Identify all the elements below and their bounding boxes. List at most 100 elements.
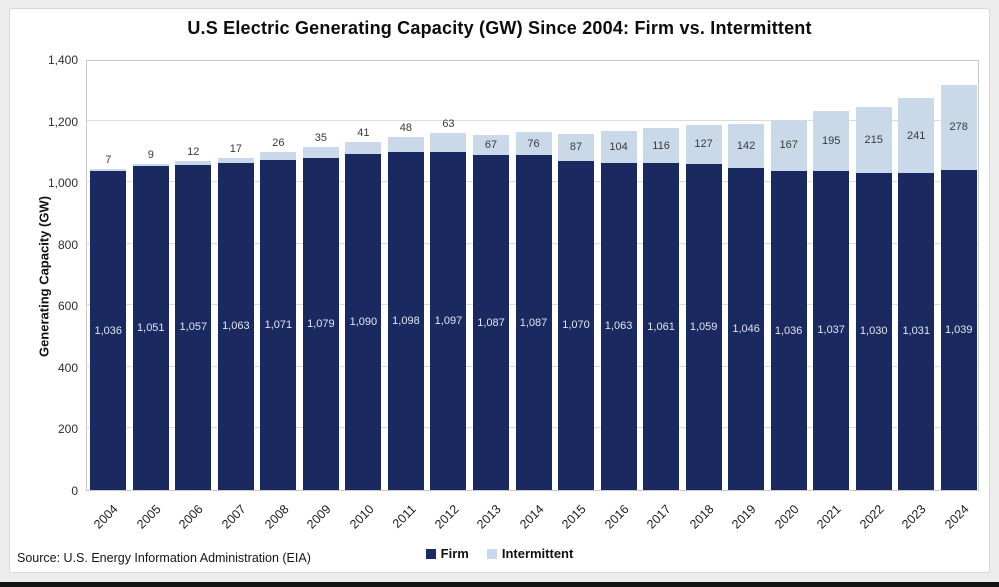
bar-segment-intermittent (387, 137, 424, 152)
firm-value-label: 1,039 (944, 324, 973, 337)
intermittent-value-label: 9 (147, 148, 154, 161)
bar-segment-firm (643, 163, 680, 490)
bar-segment-intermittent (302, 147, 339, 158)
intermittent-value-label: 167 (779, 139, 798, 152)
intermittent-value-label: 142 (736, 140, 756, 153)
x-tick-label: 2019 (729, 502, 760, 532)
y-tick-1200: 1,200 (47, 114, 78, 129)
y-axis-ticks: 0 200 400 600 800 1,000 1,200 1,400 (10, 53, 78, 498)
bar-segment-firm (728, 167, 765, 490)
bar-segment-firm (813, 170, 850, 490)
x-tick-label: 2007 (219, 502, 249, 532)
bar-2006: 1,057 12 (175, 146, 212, 490)
firm-value-label: 1,063 (222, 320, 250, 333)
bar-segment-firm (430, 152, 467, 490)
bar-segment-firm (345, 154, 382, 490)
firm-value-label: 1,031 (902, 325, 930, 338)
firm-value-label: 1,037 (817, 324, 845, 337)
y-tick-800: 800 (57, 237, 78, 252)
bar-segment-intermittent (770, 119, 807, 172)
firm-value-label: 1,090 (349, 316, 378, 329)
x-tick-label: 2016 (601, 502, 632, 532)
bar-segment-intermittent (813, 110, 850, 171)
legend-swatch-firm (425, 548, 436, 559)
bar-segment-intermittent (600, 130, 637, 163)
bar-segment-firm (515, 155, 552, 490)
plot-area: 1,036 7 1,051 9 1,057 12 1,063 17 1,071 26 1,079 35… (86, 60, 979, 491)
intermittent-value-label: 63 (442, 117, 455, 130)
firm-value-label: 1,079 (307, 317, 335, 330)
x-tick-label: 2010 (346, 502, 377, 532)
y-tick-200: 200 (57, 422, 78, 437)
firm-value-label: 1,087 (519, 316, 548, 329)
bar-segment-firm (770, 171, 807, 490)
bar-segment-firm (260, 160, 297, 490)
x-tick-label: 2020 (771, 502, 802, 532)
x-tick-label: 2017 (644, 502, 674, 532)
y-tick-1400: 1,400 (47, 53, 78, 67)
bar-segment-firm (855, 172, 892, 490)
firm-value-label: 1,098 (392, 315, 420, 327)
bar-2011: 1,098 48 (387, 122, 424, 490)
firm-value-label: 1,046 (732, 323, 760, 335)
bar-segment-firm (600, 162, 637, 490)
x-tick-label: 2008 (261, 502, 292, 532)
bar-2004: 1,036 7 (90, 154, 127, 490)
intermittent-value-label: 48 (399, 122, 413, 135)
firm-value-label: 1,087 (477, 316, 505, 329)
intermittent-value-label: 35 (314, 132, 327, 145)
legend-label-intermittent: Intermittent (501, 546, 574, 561)
firm-value-label: 1,071 (264, 319, 293, 332)
bar-segment-intermittent (728, 124, 765, 168)
intermittent-value-label: 76 (527, 137, 540, 150)
intermittent-value-label: 26 (272, 137, 285, 150)
bar-segment-firm (940, 170, 977, 490)
x-tick-label: 2009 (304, 502, 334, 532)
x-axis-labels: 2004 2005 2006 2007 2008 2009 2010 2011 2012 2013… (86, 496, 979, 540)
bar-2015: 1,070 87 (558, 133, 595, 490)
bar-segment-firm (175, 164, 212, 490)
intermittent-value-label: 241 (907, 129, 926, 142)
x-tick-label: 2013 (474, 502, 504, 532)
bar-2009: 1,079 35 (302, 132, 339, 490)
bar-2023: 1,031 241 (898, 98, 935, 490)
intermittent-value-label: 87 (569, 141, 583, 154)
bar-segment-firm (217, 162, 254, 490)
y-tick-400: 400 (57, 360, 78, 375)
bar-2005: 1,051 9 (132, 149, 169, 490)
intermittent-value-label: 7 (105, 153, 112, 166)
bar-segment-firm (302, 157, 339, 490)
intermittent-value-label: 12 (187, 145, 200, 158)
x-tick-label: 2018 (686, 502, 717, 532)
intermittent-value-label: 17 (229, 142, 242, 155)
x-tick-label: 2022 (857, 502, 887, 532)
legend-swatch-intermittent (486, 548, 497, 559)
bar-segment-intermittent (90, 168, 127, 172)
source-note: Source: U.S. Energy Information Administ… (17, 551, 311, 565)
bar-segment-intermittent (898, 98, 935, 173)
bar-2010: 1,090 41 (345, 127, 382, 490)
chart-title: U.S Electric Generating Capacity (GW) Si… (187, 18, 812, 38)
x-tick-label: 2011 (389, 502, 419, 531)
legend-item-firm: Firm (425, 546, 469, 561)
intermittent-value-label: 195 (821, 134, 841, 147)
bar-2007: 1,063 17 (217, 143, 254, 490)
x-tick-label: 2014 (516, 502, 547, 532)
bar-segment-firm (387, 151, 424, 490)
firm-value-label: 1,057 (179, 321, 208, 334)
intermittent-value-label: 67 (484, 139, 498, 152)
bar-2016: 1,063 104 (600, 130, 637, 490)
bar-2019: 1,046 142 (728, 124, 765, 490)
chart-panel: U.S Electric Generating Capacity (GW) Si… (9, 8, 990, 573)
firm-value-label: 1,061 (647, 320, 675, 333)
bar-segment-intermittent (558, 133, 595, 161)
bar-segment-firm (132, 166, 169, 490)
x-tick-label: 2012 (431, 502, 462, 532)
bar-segment-intermittent (472, 134, 509, 156)
legend: Firm Intermittent (10, 546, 989, 561)
bar-2014: 1,087 76 (515, 131, 552, 490)
bar-segment-intermittent (132, 163, 169, 167)
bar-segment-firm (898, 172, 935, 490)
bar-2020: 1,036 167 (770, 119, 807, 490)
bar-segment-intermittent (643, 127, 680, 164)
